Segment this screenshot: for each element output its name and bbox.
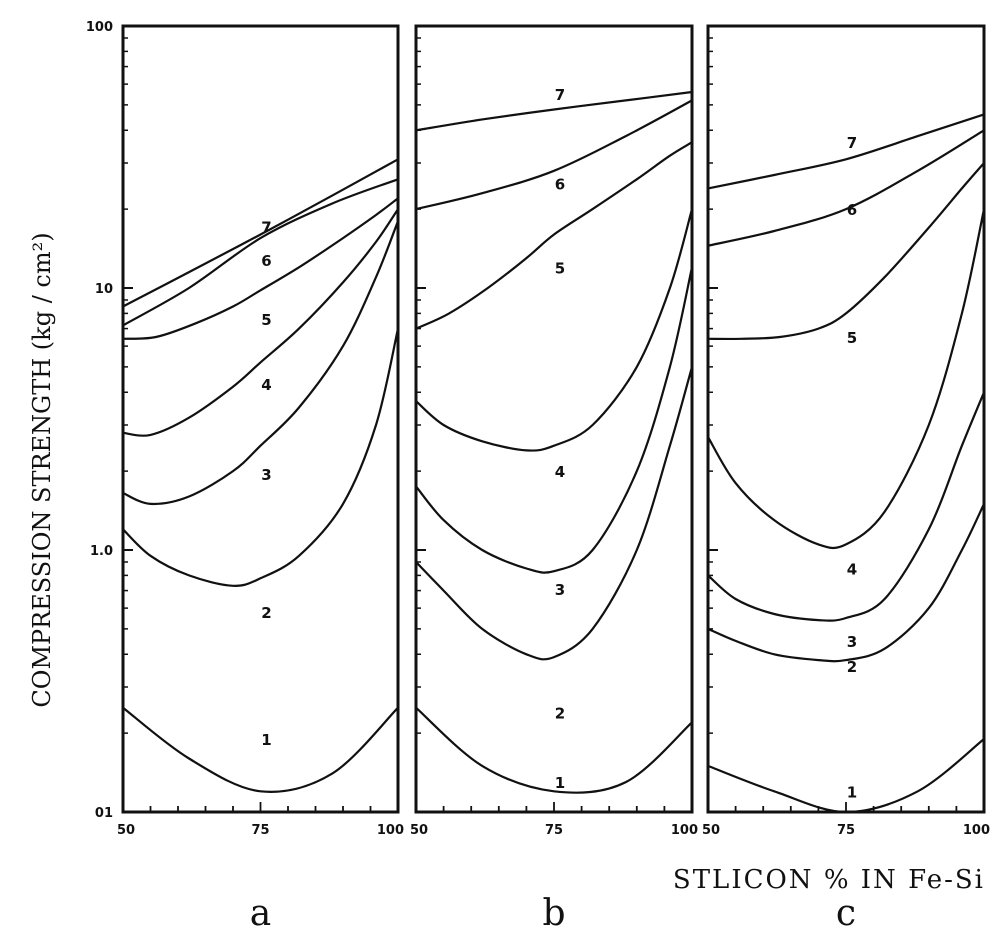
x-tick-label: 50 xyxy=(410,823,428,838)
panel-a: 50 75 100 1 2 3 4 5 6 7 a xyxy=(117,24,404,934)
x-axis-label: STLICON % IN Fe-Si xyxy=(673,865,985,895)
panel-frame xyxy=(121,24,400,814)
y-tick-label: 1.0 xyxy=(90,544,113,559)
panel-letter: b xyxy=(542,893,565,934)
panel-b: 50 75 100 1 2 3 4 5 6 7 b xyxy=(410,24,698,934)
curve-label-2: 2 xyxy=(261,604,271,622)
curve-label-3: 3 xyxy=(847,633,857,651)
curve-label-7: 7 xyxy=(847,134,857,152)
series-line-4 xyxy=(706,208,986,550)
series-line-4 xyxy=(121,208,400,437)
curve-label-5: 5 xyxy=(261,311,271,329)
x-tick-label: 100 xyxy=(671,823,698,838)
panel-frame xyxy=(414,24,694,814)
y-tick-label: 100 xyxy=(86,20,113,35)
curve-label-7: 7 xyxy=(555,86,565,104)
curve-label-1: 1 xyxy=(555,774,565,792)
x-tick-label: 50 xyxy=(702,823,720,838)
series-line-7 xyxy=(121,158,400,308)
series-line-7 xyxy=(414,90,694,132)
panel-c: 50 75 100 1 2 3 4 5 6 7 c xyxy=(702,24,990,934)
curve-label-5: 5 xyxy=(847,329,857,347)
curve-label-5: 5 xyxy=(555,259,565,277)
series-line-1 xyxy=(706,737,986,814)
curve-label-4: 4 xyxy=(261,376,271,394)
curve-label-1: 1 xyxy=(847,783,857,801)
curve-label-4: 4 xyxy=(555,463,565,481)
series-line-7 xyxy=(706,113,986,190)
series-line-6 xyxy=(414,99,694,211)
curve-label-3: 3 xyxy=(261,466,271,484)
y-axis-label: COMPRESSION STRENGTH (kg / cm²) xyxy=(28,232,56,707)
curve-label-4: 4 xyxy=(847,560,857,578)
series-line-3 xyxy=(414,266,694,574)
series-line-1 xyxy=(414,706,694,794)
series-line-6 xyxy=(706,129,986,247)
curve-label-6: 6 xyxy=(555,176,565,194)
curve-label-2: 2 xyxy=(847,658,857,676)
series-line-2 xyxy=(121,327,400,587)
series-line-4 xyxy=(414,208,694,452)
series-line-5 xyxy=(706,161,986,341)
series-line-3 xyxy=(706,391,986,622)
y-tick-label: 10 xyxy=(95,282,113,297)
series-line-1 xyxy=(121,706,400,793)
curve-label-6: 6 xyxy=(261,252,271,270)
x-tick-label: 100 xyxy=(963,823,990,838)
series-line-2 xyxy=(414,365,694,661)
series-line-3 xyxy=(121,220,400,506)
series-line-5 xyxy=(414,141,694,330)
x-tick-label: 75 xyxy=(837,823,855,838)
panel-letter: a xyxy=(250,893,271,934)
curve-label-6: 6 xyxy=(847,201,857,219)
x-tick-label: 75 xyxy=(251,823,269,838)
curve-label-3: 3 xyxy=(555,581,565,599)
x-tick-label: 50 xyxy=(117,823,135,838)
series-line-5 xyxy=(121,197,400,340)
curve-label-2: 2 xyxy=(555,704,565,722)
panel-letter: c xyxy=(836,893,856,934)
x-tick-label: 100 xyxy=(377,823,404,838)
series-line-2 xyxy=(706,502,986,663)
series-line-6 xyxy=(121,178,400,327)
curve-label-1: 1 xyxy=(261,731,271,749)
x-tick-label: 75 xyxy=(545,823,563,838)
y-tick-label: 01 xyxy=(95,806,113,821)
curve-label-7: 7 xyxy=(261,218,271,236)
